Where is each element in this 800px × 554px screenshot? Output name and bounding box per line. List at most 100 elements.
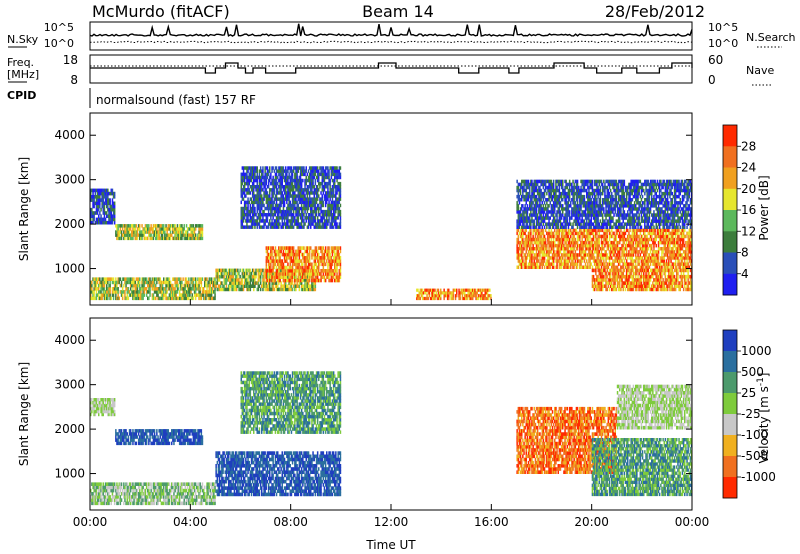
data-cell	[595, 228, 597, 233]
data-cell	[282, 278, 285, 283]
data-cell	[327, 272, 329, 276]
data-cell	[258, 278, 261, 282]
data-cell	[196, 283, 198, 288]
data-cell	[147, 290, 149, 294]
data-cell	[161, 287, 164, 291]
data-cell	[315, 246, 318, 250]
data-cell	[265, 287, 268, 292]
data-cell	[242, 191, 245, 195]
data-cell	[258, 175, 261, 180]
data-cell	[156, 224, 158, 228]
data-cell	[278, 262, 280, 267]
data-cell	[214, 290, 216, 294]
data-cell	[117, 230, 119, 234]
data-cell	[112, 207, 115, 212]
data-cell	[217, 287, 220, 292]
data-cell	[199, 233, 201, 237]
data-cell	[106, 214, 108, 218]
data-cell	[267, 281, 270, 285]
data-cell	[119, 236, 122, 241]
data-cell	[271, 166, 273, 170]
data-cell	[295, 209, 297, 214]
data-cell	[143, 290, 146, 294]
data-cell	[198, 224, 200, 228]
data-cell	[111, 290, 114, 294]
data-cell	[134, 296, 136, 301]
data-cell	[285, 209, 287, 214]
data-cell	[295, 194, 297, 198]
data-cell	[258, 274, 261, 279]
data-cell	[322, 191, 325, 195]
data-cell	[306, 252, 309, 257]
data-cell	[291, 185, 294, 189]
data-cell	[234, 274, 237, 279]
data-cell	[277, 206, 279, 211]
data-cell	[270, 209, 272, 214]
data-cell	[286, 274, 288, 279]
data-cell	[326, 275, 328, 279]
data-cell	[289, 284, 291, 288]
data-cell	[90, 214, 92, 218]
data-cell	[190, 233, 192, 237]
data-cell	[267, 275, 270, 279]
data-cell	[292, 191, 295, 195]
data-cell	[330, 249, 333, 254]
data-cell	[282, 206, 285, 211]
data-cell	[273, 252, 276, 257]
data-cell	[245, 268, 247, 273]
data-cell	[323, 262, 326, 267]
data-cell	[249, 209, 252, 214]
data-cell	[132, 296, 134, 301]
data-cell	[524, 231, 526, 236]
data-cell	[184, 287, 187, 291]
data-cell	[289, 269, 291, 273]
data-cell	[310, 188, 312, 192]
data-cell	[517, 234, 520, 239]
data-cell	[156, 233, 158, 237]
data-cell	[292, 178, 295, 183]
data-cell	[249, 206, 252, 211]
data-cell	[155, 230, 157, 234]
data-cell	[269, 246, 271, 250]
data-cell	[290, 287, 293, 292]
data-cell	[102, 211, 104, 215]
data-cell	[262, 213, 264, 217]
data-cell	[94, 283, 97, 288]
data-cell	[315, 222, 318, 226]
data-cell	[239, 268, 241, 273]
data-cell	[269, 262, 271, 267]
data-cell	[256, 206, 258, 211]
data-cell	[273, 169, 276, 173]
data-cell	[199, 287, 201, 291]
data-cell	[93, 290, 95, 294]
data-cell	[263, 281, 265, 285]
data-cell	[270, 200, 272, 205]
data-cell	[253, 213, 255, 217]
data-cell	[312, 252, 314, 257]
data-cell	[307, 265, 310, 270]
data-cell	[538, 243, 540, 248]
data-cell	[232, 284, 234, 288]
data-cell	[614, 250, 616, 254]
data-cell	[271, 178, 273, 183]
data-cell	[258, 271, 261, 276]
data-cell	[184, 280, 187, 285]
data-cell	[127, 233, 130, 237]
data-cell	[262, 200, 264, 205]
freq-tick-bottom: 8	[70, 73, 78, 87]
data-cell	[263, 225, 265, 229]
data-cell	[289, 194, 291, 198]
data-cell	[254, 172, 256, 177]
data-cell	[311, 175, 313, 180]
data-cell	[223, 274, 225, 279]
data-cell	[101, 296, 103, 301]
data-cell	[267, 172, 270, 177]
data-cell	[297, 191, 299, 195]
data-cell	[549, 265, 551, 269]
data-cell	[251, 219, 254, 223]
data-cell	[137, 224, 140, 228]
data-cell	[134, 290, 136, 294]
data-cell	[291, 262, 294, 267]
data-cell	[600, 250, 603, 254]
data-cell	[259, 225, 262, 229]
